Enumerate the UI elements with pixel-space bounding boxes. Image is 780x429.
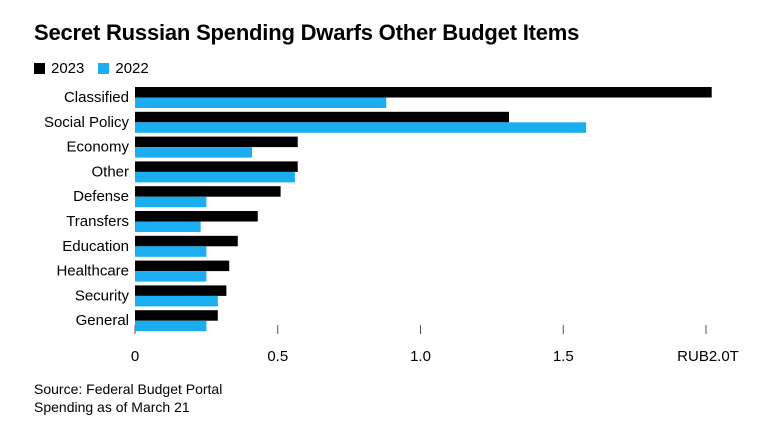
x-tick-label: 1.0 xyxy=(410,348,431,365)
date-note: Spending as of March 21 xyxy=(34,399,190,415)
bar-2023 xyxy=(135,111,510,123)
category-label: Healthcare xyxy=(56,263,129,280)
category-label: Transfers xyxy=(66,213,129,230)
legend-item-2022: 2022 xyxy=(98,60,149,77)
category-label: Education xyxy=(62,238,129,255)
bar-2023 xyxy=(135,136,298,148)
bar-2022 xyxy=(135,196,207,208)
bar-2023 xyxy=(135,285,227,296)
x-tick-label: 1.5 xyxy=(553,348,574,365)
bar-2023 xyxy=(135,87,712,98)
bar-2023 xyxy=(135,310,218,321)
legend-label-2023: 2023 xyxy=(51,60,85,77)
legend-swatch-2023 xyxy=(34,63,45,74)
category-label: Economy xyxy=(66,139,129,156)
legend: 2023 2022 xyxy=(34,60,163,77)
legend-swatch-2022 xyxy=(98,63,110,74)
category-label: Classified xyxy=(64,89,129,106)
bar-2022 xyxy=(135,320,207,332)
bar-2023 xyxy=(135,235,238,247)
category-label: General xyxy=(76,312,129,329)
legend-item-2023: 2023 xyxy=(34,60,84,77)
bar-2022 xyxy=(135,147,253,158)
bar-2023 xyxy=(135,186,281,197)
legend-label-2022: 2022 xyxy=(115,60,149,77)
bar-2022 xyxy=(135,122,587,133)
bar-2023 xyxy=(135,260,230,272)
bar-2022 xyxy=(135,295,218,307)
source-note: Source: Federal Budget Portal xyxy=(34,381,223,397)
x-tick-label: 0.5 xyxy=(267,348,288,365)
category-label: Defense xyxy=(73,188,129,205)
bar-2022 xyxy=(135,271,207,282)
bar-2022 xyxy=(135,97,387,108)
bar-2022 xyxy=(135,171,295,183)
bar-2023 xyxy=(135,161,298,172)
x-tick-label: 0 xyxy=(131,348,139,365)
category-label: Social Policy xyxy=(44,114,130,131)
bar-2023 xyxy=(135,211,258,222)
category-label: Security xyxy=(75,287,130,304)
category-label: Other xyxy=(91,163,129,180)
bar-2022 xyxy=(135,221,201,232)
footer: Source: Federal Budget Portal Spending a… xyxy=(34,380,222,416)
x-tick-label: RUB2.0T xyxy=(677,348,739,365)
chart-title: Secret Russian Spending Dwarfs Other Bud… xyxy=(34,20,580,45)
bar-2022 xyxy=(135,246,207,257)
